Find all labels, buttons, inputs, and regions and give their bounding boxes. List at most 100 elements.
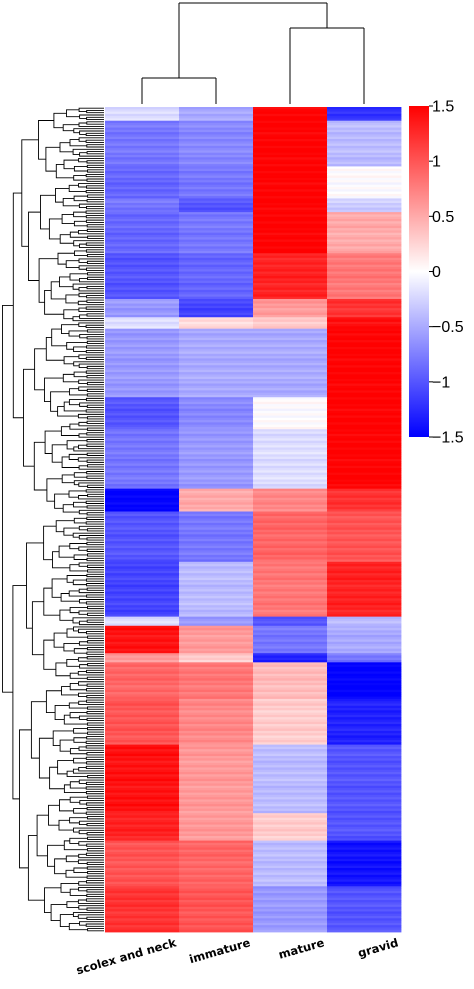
- heatmap-cell: [179, 808, 254, 812]
- heatmap-cell: [179, 561, 254, 565]
- heatmap-cell: [253, 397, 328, 400]
- heatmap-cell: [105, 790, 180, 793]
- heatmap-cell: [253, 415, 328, 419]
- color-scale-tick-label: −1: [432, 374, 450, 391]
- heatmap-cell: [327, 518, 402, 522]
- heatmap-cell: [179, 550, 254, 554]
- heatmap-cell: [105, 303, 180, 307]
- heatmap-cell: [179, 486, 254, 490]
- heatmap-cell: [253, 785, 328, 789]
- heatmap-cell: [105, 429, 180, 432]
- heatmap-cell: [327, 319, 402, 323]
- row-dendrogram-branch: [86, 656, 104, 660]
- heatmap-cell: [253, 157, 328, 160]
- row-dendrogram-branch: [54, 705, 70, 721]
- heatmap-cell: [327, 449, 402, 453]
- heatmap-cell: [327, 248, 402, 252]
- heatmap-cell: [105, 753, 180, 757]
- heatmap-cell: [179, 710, 254, 714]
- heatmap-cell: [105, 671, 180, 675]
- row-dendrogram-branch: [48, 804, 60, 826]
- heatmap-cell: [105, 815, 180, 819]
- heatmap-cell: [179, 902, 254, 905]
- heatmap-cell: [105, 182, 180, 186]
- heatmap-cell: [105, 689, 180, 693]
- heatmap-cell: [179, 367, 254, 371]
- heatmap-cell: [105, 221, 180, 224]
- row-dendrogram-branch: [85, 173, 104, 178]
- row-dendrogram-branch: [86, 452, 104, 456]
- row-dendrogram-branch: [85, 786, 104, 790]
- heatmap-cell: [253, 438, 328, 442]
- heatmap-cell: [253, 612, 328, 615]
- heatmap-cell: [327, 424, 402, 428]
- heatmap-cell: [105, 911, 180, 915]
- row-dendrogram-branch: [69, 796, 88, 803]
- heatmap-cell: [327, 205, 402, 208]
- heatmap-cell: [105, 500, 180, 503]
- heatmap-cell: [327, 365, 402, 368]
- heatmap-cell: [253, 591, 328, 595]
- row-dendrogram-branch: [63, 527, 80, 536]
- heatmap-cell: [179, 255, 254, 259]
- row-dendrogram-branch: [78, 107, 104, 113]
- heatmap-cell: [253, 383, 328, 387]
- heatmap-cell: [105, 735, 180, 739]
- heatmap-cell: [179, 783, 254, 787]
- heatmap-cell: [327, 913, 402, 917]
- row-dendrogram-branch: [86, 164, 104, 169]
- heatmap-cell: [179, 598, 254, 602]
- heatmap-cell: [179, 737, 254, 741]
- heatmap-cell: [327, 166, 402, 170]
- heatmap-cell: [327, 148, 402, 151]
- heatmap-cell: [253, 490, 328, 494]
- heatmap-cell: [105, 351, 180, 355]
- heatmap-cell: [179, 596, 254, 599]
- heatmap-cell: [327, 874, 402, 878]
- heatmap-cell: [327, 593, 402, 597]
- heatmap-cell: [179, 378, 254, 382]
- heatmap-cell: [105, 740, 180, 743]
- heatmap-cell: [179, 500, 254, 503]
- heatmap-cell: [327, 628, 402, 631]
- heatmap-cell: [105, 420, 180, 423]
- heatmap-cell: [105, 504, 180, 508]
- heatmap-cell: [327, 632, 402, 636]
- heatmap-cell: [253, 854, 328, 857]
- heatmap-cell: [105, 614, 180, 618]
- heatmap-cell: [253, 767, 328, 771]
- heatmap-cell: [253, 902, 328, 905]
- heatmap-cell: [105, 548, 180, 551]
- heatmap-cell: [327, 676, 402, 679]
- row-dendrogram-branch: [85, 306, 104, 310]
- heatmap-cell: [253, 929, 328, 933]
- heatmap-cell: [179, 760, 254, 764]
- heatmap-cell: [179, 568, 254, 572]
- heatmap-cell: [327, 847, 402, 851]
- heatmap-cell: [105, 644, 180, 647]
- heatmap-cell: [179, 762, 254, 766]
- heatmap-cell: [253, 310, 328, 314]
- heatmap-cell: [105, 447, 180, 451]
- heatmap-cell: [327, 260, 402, 263]
- heatmap-cell: [105, 497, 180, 501]
- row-dendrogram-branch: [86, 471, 104, 475]
- heatmap-cell: [105, 346, 180, 350]
- heatmap-cell: [105, 929, 180, 933]
- column-label: scolex and neck: [75, 935, 179, 977]
- heatmap-cell: [105, 378, 180, 382]
- row-dendrogram-branch: [54, 493, 69, 509]
- heatmap-cell: [327, 244, 402, 247]
- heatmap-cell: [253, 417, 328, 421]
- row-dendrogram-branch: [86, 761, 104, 765]
- row-dendrogram-branch: [85, 765, 104, 770]
- heatmap-cell: [179, 607, 254, 611]
- row-dendrogram-branch: [65, 260, 80, 268]
- heatmap-cell: [253, 468, 328, 471]
- heatmap-cell: [105, 282, 180, 286]
- heatmap-cell: [179, 538, 254, 542]
- heatmap-cell: [179, 628, 254, 631]
- heatmap-cell: [327, 129, 402, 133]
- heatmap-cell: [179, 376, 254, 380]
- heatmap-cell: [253, 554, 328, 558]
